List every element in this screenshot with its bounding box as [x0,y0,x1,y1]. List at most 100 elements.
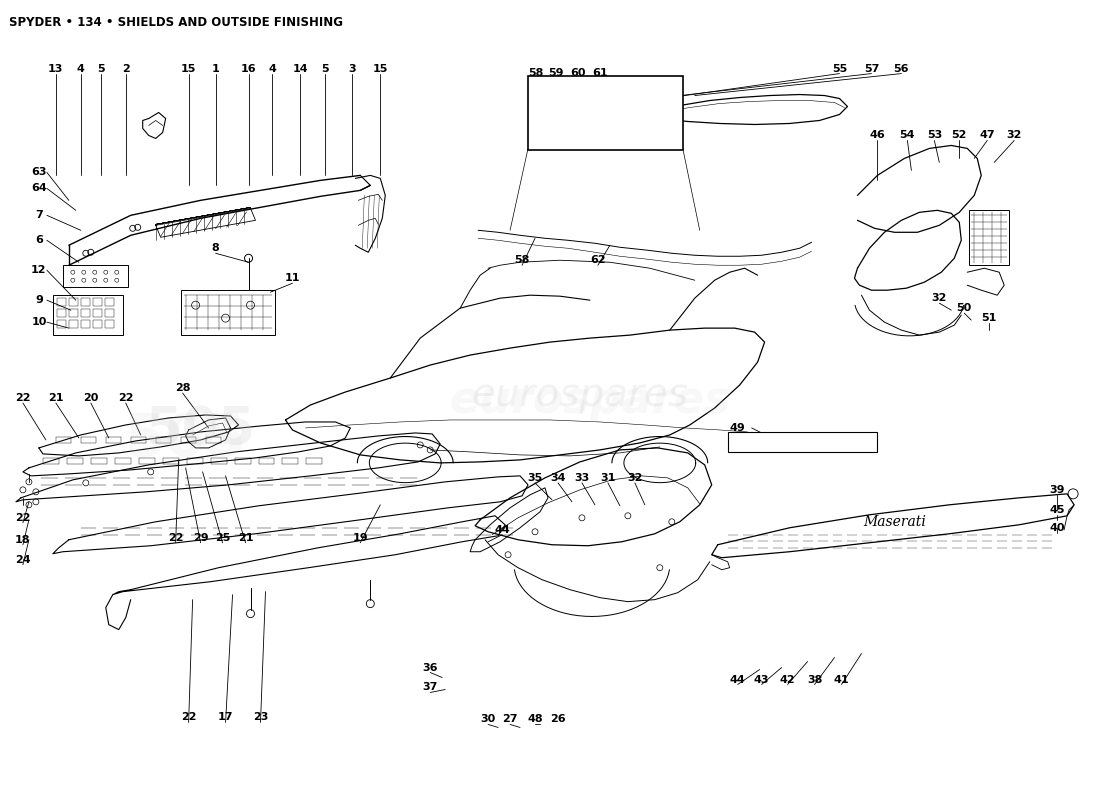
Text: 49: 49 [729,423,746,433]
Text: 53: 53 [926,130,942,141]
Text: 59: 59 [548,67,563,78]
Bar [80,298,90,306]
Text: 46: 46 [870,130,886,141]
Text: 44: 44 [729,674,746,685]
Text: 52: 52 [952,130,967,141]
Bar [53,295,123,335]
Text: 15: 15 [180,63,196,74]
Text: 32: 32 [1006,130,1022,141]
Text: 26: 26 [550,714,565,725]
Text: 56: 56 [893,63,909,74]
Text: 32: 32 [627,473,642,483]
Bar [180,290,275,335]
Text: 54: 54 [900,130,915,141]
Bar [80,320,90,328]
Text: 10: 10 [31,317,46,327]
Bar [92,320,102,328]
Text: 60: 60 [570,67,585,78]
Text: 31: 31 [601,473,616,483]
Text: 22: 22 [15,513,31,522]
Text: 57: 57 [864,63,879,74]
Text: 17: 17 [218,713,233,722]
Text: 44: 44 [494,525,510,534]
Text: 21: 21 [238,533,253,542]
Text: 25: 25 [214,533,230,542]
Text: 3: 3 [349,63,356,74]
Text: 22: 22 [118,393,133,403]
Text: 4: 4 [77,63,85,74]
Text: 29: 29 [192,533,208,542]
Text: Maserati: Maserati [864,514,926,529]
Text: 61: 61 [592,67,607,78]
Text: 1: 1 [211,63,220,74]
Text: 41: 41 [834,674,849,685]
Text: 4: 4 [268,63,276,74]
Text: 22: 22 [168,533,184,542]
Text: 58 59 60 61: 58 59 60 61 [569,82,642,93]
Text: 30: 30 [481,714,496,725]
Text: 55: 55 [832,63,847,74]
Text: eurospares: eurospares [449,378,730,422]
Text: 48: 48 [527,714,542,725]
Text: 12: 12 [31,266,46,275]
Text: 33: 33 [574,473,590,483]
Bar [69,298,78,306]
Text: 15: 15 [373,63,388,74]
Text: 505: 505 [145,404,255,456]
Text: 58: 58 [515,255,530,266]
Text: 34: 34 [550,473,565,483]
Bar [80,309,90,317]
Text: 43: 43 [754,674,769,685]
Text: 9: 9 [35,295,43,305]
Text: 16: 16 [241,63,256,74]
Text: 45: 45 [1049,505,1065,515]
Text: 62: 62 [590,255,606,266]
Bar [104,298,113,306]
Text: 64: 64 [31,183,47,194]
Text: ─────────── ▐▌ ──: ─────────── ▐▌ ── [764,438,840,446]
Text: 38: 38 [807,674,822,685]
Bar [969,210,1009,266]
Text: 22: 22 [15,393,31,403]
Text: 40: 40 [1049,522,1065,533]
Text: eurospares: eurospares [472,376,689,414]
Text: 35: 35 [527,473,542,483]
Text: SPYDER • 134 • SHIELDS AND OUTSIDE FINISHING: SPYDER • 134 • SHIELDS AND OUTSIDE FINIS… [9,16,343,29]
Text: 42: 42 [780,674,795,685]
Text: 22: 22 [180,713,197,722]
Text: 8: 8 [211,243,220,254]
Text: 20: 20 [84,393,99,403]
Text: 39: 39 [1049,485,1065,495]
Bar [92,309,102,317]
Bar [57,309,66,317]
Text: 5: 5 [321,63,329,74]
Text: 7: 7 [35,210,43,220]
Bar [57,320,66,328]
Bar [728,432,878,452]
Text: 47: 47 [979,130,996,141]
Text: 6: 6 [35,235,43,246]
Text: 63: 63 [31,167,46,178]
Text: 32: 32 [932,293,947,303]
Text: 58: 58 [528,67,543,78]
Text: 37: 37 [422,682,438,693]
Bar [104,320,113,328]
Text: 18: 18 [15,534,31,545]
Bar [63,266,128,287]
Bar [528,75,683,150]
Bar [104,309,113,317]
Text: 13: 13 [48,63,64,74]
Text: 11: 11 [285,274,300,283]
Bar [69,309,78,317]
Text: 505: 505 [124,411,246,469]
Text: 51: 51 [981,313,997,323]
Text: 5: 5 [97,63,104,74]
Bar [57,298,66,306]
Text: 27: 27 [503,714,518,725]
Text: 28: 28 [175,383,190,393]
Text: 23: 23 [253,713,268,722]
Text: 2: 2 [122,63,130,74]
Text: 24: 24 [15,554,31,565]
Bar [92,298,102,306]
Bar [69,320,78,328]
